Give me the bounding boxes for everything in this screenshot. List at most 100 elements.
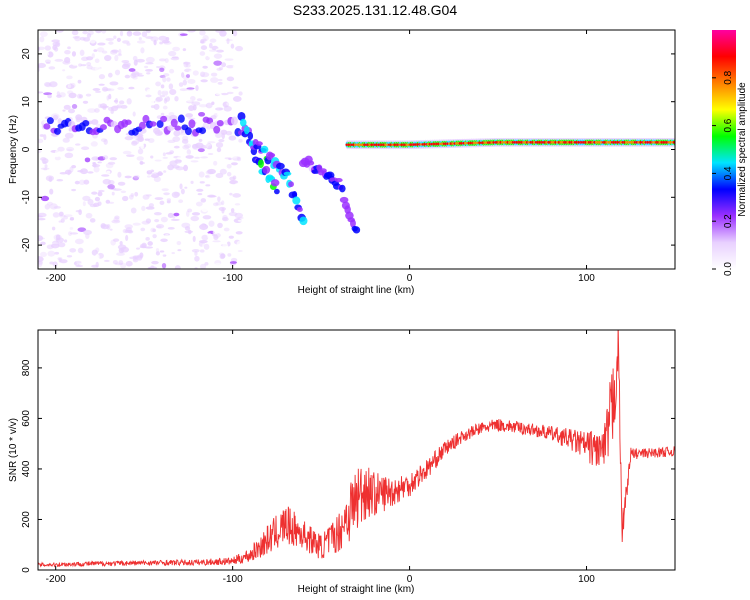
- spectrogram-band-blob: [43, 123, 51, 130]
- spectrogram-noise-blob: [69, 82, 76, 88]
- spectrogram-noise-blob: [228, 135, 237, 141]
- spectrogram-noise-blob: [102, 155, 109, 160]
- spectrogram-noise-blob: [206, 126, 211, 130]
- spectrogram-noise-blob: [156, 243, 163, 247]
- spectrogram-noise-blob: [44, 45, 52, 51]
- spectrogram-noise-blob: [187, 117, 196, 120]
- spectrogram-noise-blob: [202, 122, 210, 128]
- spectrogram-noise-blob: [216, 147, 222, 153]
- spectrogram-noise-blob: [125, 234, 129, 241]
- spectrogram-noise-blob: [66, 255, 73, 258]
- spectrogram-noise-blob: [183, 61, 191, 65]
- spectrogram-noise-blob: [156, 65, 160, 69]
- spectrogram-noise-blob: [119, 30, 124, 37]
- spectrogram-noise-blob: [105, 37, 115, 41]
- spectrogram-noise-blob: [139, 252, 144, 259]
- spectrogram-noise-blob: [109, 157, 118, 161]
- spectrogram-noise-blob: [167, 139, 176, 144]
- spectrogram-noise-blob: [120, 104, 128, 109]
- spectrogram-noise-blob: [98, 66, 102, 70]
- spectrogram-noise-blob: [207, 168, 216, 175]
- spectrogram-noise-blob: [161, 89, 169, 97]
- spectrogram-noise-blob: [238, 257, 243, 263]
- spectrogram-noise-blob: [65, 83, 75, 90]
- spectrogram-noise-blob: [68, 92, 77, 99]
- spectrogram-noise-blob: [195, 85, 199, 91]
- spectrogram-noise-blob: [211, 139, 218, 145]
- spectrogram-noise-blob: [200, 71, 205, 78]
- spectrogram-noise-blob: [124, 136, 134, 141]
- spectrogram-noise-blob: [146, 175, 151, 178]
- spectrogram-noise-blob: [203, 243, 210, 250]
- spectrogram-noise-blob: [201, 234, 209, 241]
- spectrogram-noise-blob: [67, 46, 71, 50]
- spectrogram-noise-blob: [107, 161, 116, 165]
- spectrogram-noise-blob: [207, 152, 214, 156]
- snr-x-tick-label: 100: [578, 574, 595, 585]
- spectrogram-branch-blob: [262, 165, 271, 174]
- colorbar: 0.0 0.2 0.4 0.6 0.8 Normalized spectral ampl…: [712, 30, 748, 276]
- spectrogram-noise-blob: [118, 247, 125, 254]
- spectrogram-noise-blob: [43, 168, 48, 171]
- spectrogram-y-tick-label: -20: [21, 237, 32, 252]
- spectrogram-noise-blob: [165, 152, 173, 155]
- spectrogram-noise-blob: [138, 37, 142, 41]
- spectrogram-noise-blob: [101, 50, 108, 54]
- spectrogram-noise-blob: [113, 99, 118, 103]
- spectrogram-noise-blob: [134, 191, 139, 197]
- spectrogram-noise-blob: [236, 240, 244, 247]
- spectrogram-noise-blob: [106, 170, 111, 174]
- spectrogram-noise-blob: [39, 134, 45, 137]
- spectrogram-noise-blob: [221, 62, 227, 68]
- spectrogram-noise-blob: [159, 94, 166, 98]
- spectrogram-noise-blob: [160, 216, 168, 223]
- spectrogram-noise-blob: [109, 228, 113, 231]
- spectrogram-noise-blob: [75, 42, 80, 48]
- spectrogram-branch-blob: [283, 171, 292, 176]
- spectrogram-noise-blob: [122, 40, 130, 44]
- spectrogram-noise-blob: [43, 51, 50, 57]
- spectrogram-noise-blob: [55, 234, 61, 241]
- spectrogram-noise-blob: [145, 62, 154, 65]
- spectrogram-noise-blob: [153, 103, 160, 110]
- spectrogram-branch-blob: [352, 226, 361, 234]
- spectrogram-noise-blob: [182, 48, 187, 52]
- spectrogram-noise-blob: [103, 88, 112, 91]
- spectrogram-noise-blob: [92, 88, 101, 91]
- spectrogram-noise-blob: [108, 72, 113, 78]
- spectrogram-noise-blob: [232, 95, 242, 102]
- spectrogram-noise-blob: [54, 149, 59, 156]
- spectrogram-noise-blob: [145, 56, 155, 63]
- spectrogram-noise-blob: [205, 143, 212, 148]
- spectrogram-branch-blob: [239, 118, 247, 127]
- spectrogram-noise-blob: [178, 199, 184, 204]
- spectrogram-noise-blob: [43, 235, 48, 238]
- spectrogram-branch-blob: [291, 191, 298, 198]
- spectrogram-noise-blob: [202, 65, 208, 69]
- spectrogram-branch-blob: [296, 206, 303, 212]
- spectrogram-noise-blob: [202, 160, 206, 164]
- spectrogram-noise-blob: [71, 30, 79, 36]
- spectrogram-noise-blob: [98, 83, 105, 86]
- spectrogram-noise-blob: [165, 36, 170, 41]
- spectrogram-noise-blob: [166, 198, 172, 202]
- spectrogram-noise-blob: [140, 97, 150, 103]
- spectrogram-noise-blob: [180, 151, 185, 156]
- spectrogram-noise-blob: [95, 253, 100, 260]
- spectrogram-noise-blob: [192, 235, 196, 242]
- spectrogram-noise-blob: [218, 252, 224, 256]
- spectrogram-noise-blob: [230, 43, 235, 49]
- spectrogram-noise-blob: [93, 202, 100, 208]
- spectrogram-noise-blob: [198, 111, 206, 117]
- spectrogram-noise-blob: [228, 211, 238, 217]
- spectrogram-noise-blob: [38, 64, 41, 69]
- spectrogram-noise-blob: [53, 206, 61, 209]
- spectrogram-noise-blob: [171, 251, 176, 255]
- spectrogram-noise-blob: [183, 164, 189, 172]
- spectrogram-noise-blob: [208, 49, 218, 52]
- spectrogram-noise-blob: [148, 183, 154, 189]
- spectrogram-noise-blob: [62, 109, 66, 112]
- spectrogram-noise-blob: [111, 49, 119, 53]
- spectrogram-noise-blob: [68, 127, 73, 132]
- spectrogram-noise-blob: [208, 137, 214, 144]
